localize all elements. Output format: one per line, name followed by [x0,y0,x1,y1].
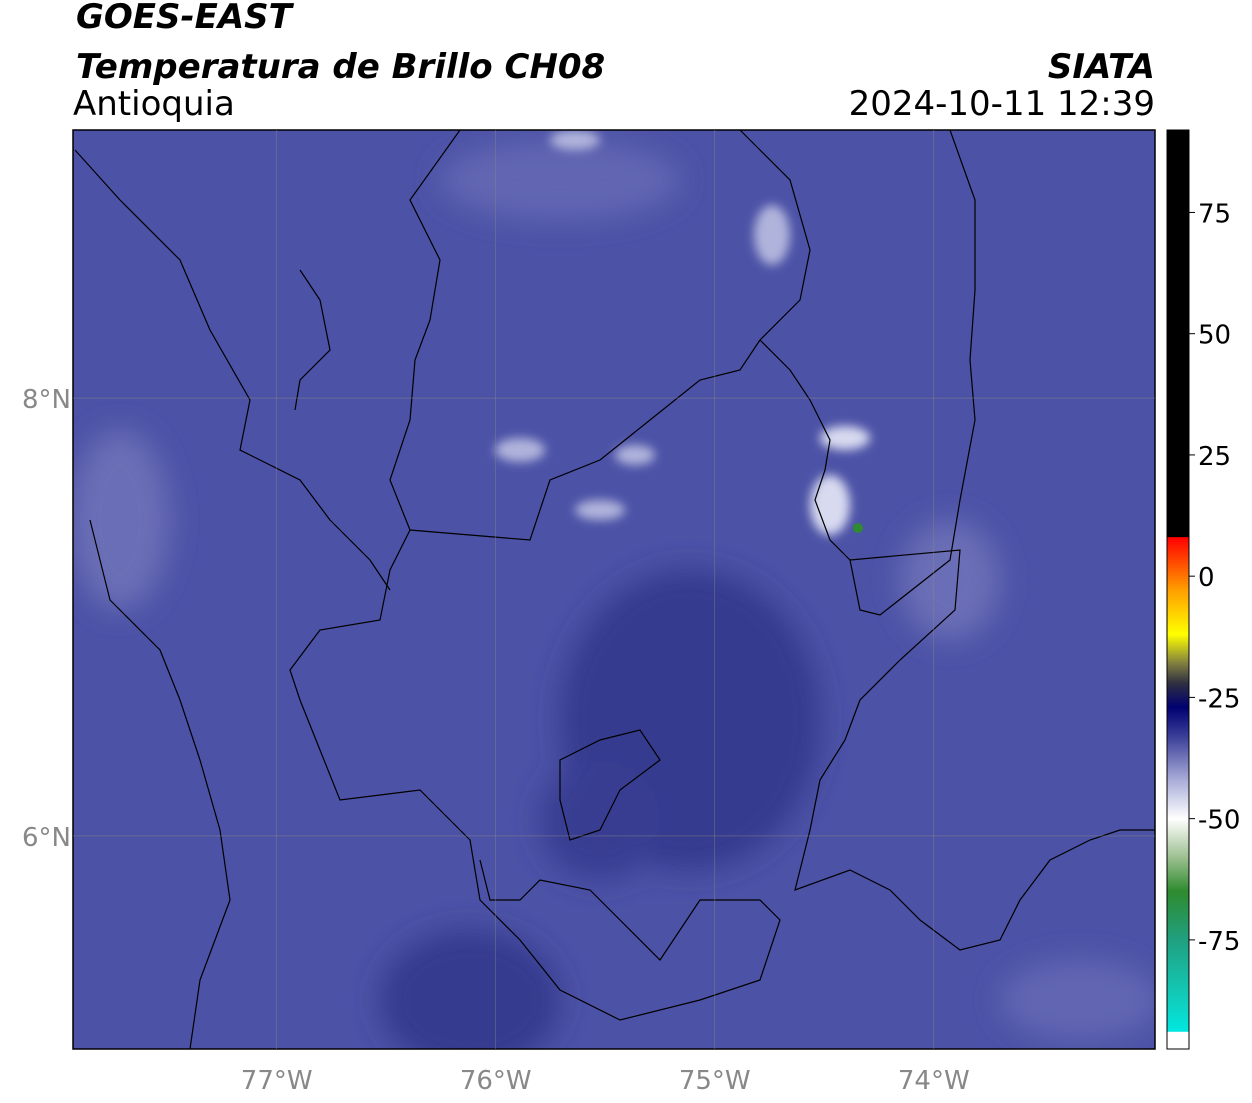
colorbar-tick-label: 0 [1198,563,1215,593]
map-field [73,130,1155,1049]
subtitle: Temperatura de Brillo CH08 [76,47,605,87]
borders [74,130,1155,1049]
lon-tick-label: 76°W [460,1066,532,1096]
colorbar-tick-label: -50 [1198,806,1240,836]
colorbar-tick-label: 75 [1198,199,1231,229]
colorbar-tick-label: 25 [1198,442,1231,472]
lat-tick-label: 8°N [22,385,71,415]
datetime: 2024-10-11 12:39 [849,84,1155,124]
colorbar-tick-label: -75 [1198,927,1240,957]
source: SIATA [1048,47,1155,87]
colorbar [1166,129,1190,1050]
lon-tick-label: 75°W [679,1066,751,1096]
map-frame [72,129,1156,1050]
cloud-texture [73,140,1155,1049]
lat-tick-label: 6°N [22,823,71,853]
region: Antioquia [73,84,235,124]
colorbar-tick-label: -25 [1198,684,1240,714]
lon-tick-label: 77°W [241,1066,313,1096]
cold-cloud [495,130,870,535]
lon-tick-label: 74°W [898,1066,970,1096]
title: GOES-EAST [76,0,295,37]
cold-core [853,523,863,533]
colorbar-tick-label: 50 [1198,321,1231,351]
